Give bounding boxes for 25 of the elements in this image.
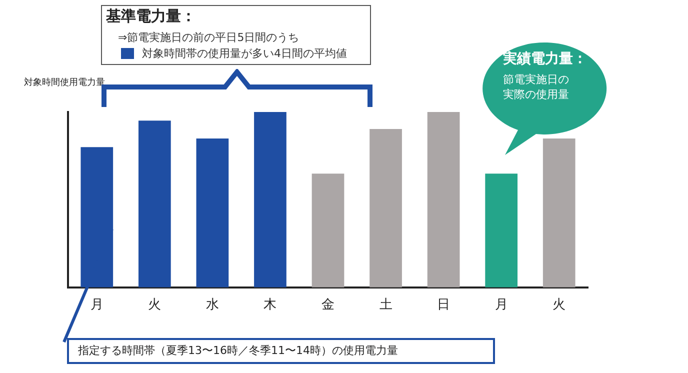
text: 節電実施日の実際の使用量 xyxy=(503,72,570,102)
x-tick-label: 月 xyxy=(494,298,508,313)
text: 実績電力量： xyxy=(503,50,587,68)
x-tick-label: 金 xyxy=(322,298,334,313)
text: 対象時間帯の使用量が多い4日間の平均値 xyxy=(142,46,347,61)
bar xyxy=(312,174,344,288)
text: ⇒節電実施日の前の平日5日間のうち xyxy=(118,30,300,45)
y-axis-title: 対象時間使用電力量 xyxy=(24,76,105,89)
x-tick-label: 火 xyxy=(148,298,162,313)
bar xyxy=(485,174,518,288)
bar xyxy=(254,112,286,288)
x-tick-label: 月 xyxy=(90,298,104,313)
bar xyxy=(138,120,171,288)
chart-title: 基準電力量： xyxy=(106,7,196,26)
x-tick-label: 水 xyxy=(206,298,219,313)
bar xyxy=(370,129,402,288)
bar xyxy=(196,138,229,288)
x-tick-label: 木 xyxy=(264,298,277,313)
text: 指定する時間帯（夏季13〜16時／冬季11〜14時）の使用電力量 xyxy=(78,343,398,358)
x-tick-label: 日 xyxy=(437,298,450,313)
bar xyxy=(427,112,460,288)
x-tick-label: 火 xyxy=(552,298,566,313)
bar xyxy=(542,138,576,288)
x-tick-label: 土 xyxy=(379,298,392,313)
bar xyxy=(80,147,114,288)
